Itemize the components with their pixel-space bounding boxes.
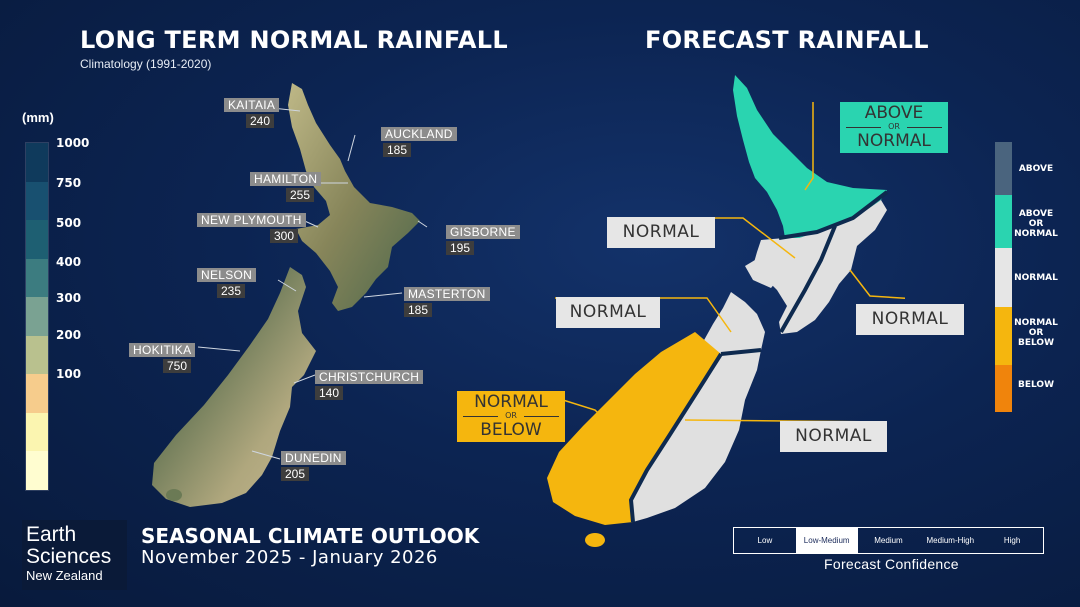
- city-name: KAITAIA: [224, 98, 280, 112]
- forecast-confidence-caption: Forecast Confidence: [824, 556, 959, 572]
- city-label: DUNEDIN 205: [281, 449, 346, 481]
- scale-color-segment: [26, 181, 48, 220]
- scale-tick-label: 300: [56, 291, 82, 305]
- left-map-title: LONG TERM NORMAL RAINFALL: [80, 26, 508, 54]
- north-island-above-or-normal-region: [733, 75, 887, 238]
- scale-color-segment: [26, 374, 48, 413]
- outlook-period: November 2025 - January 2026: [141, 547, 438, 568]
- scale-color-segment: [26, 143, 48, 182]
- outlook-title: SEASONAL CLIMATE OUTLOOK: [141, 524, 480, 548]
- forecast-legend-swatch: [995, 142, 1012, 195]
- scale-tick-label: 200: [56, 328, 82, 342]
- rainfall-color-scale: [25, 142, 49, 491]
- south-island-east-normal-region: [631, 350, 761, 522]
- city-rainfall-value: 255: [286, 188, 315, 202]
- callout-above-or-normal: ABOVE OR NORMAL: [840, 102, 948, 153]
- city-label: MASTERTON 185: [404, 285, 490, 317]
- city-name: NEW PLYMOUTH: [197, 213, 306, 227]
- city-name: AUCKLAND: [381, 127, 457, 141]
- south-island-normal-or-below-region: [547, 332, 721, 525]
- north-island-normal-west-lobe: [745, 240, 781, 288]
- scale-tick-label: 1000: [56, 136, 90, 150]
- city-label: CHRISTCHURCH 140: [315, 368, 424, 400]
- city-label: GISBORNE 195: [446, 223, 520, 255]
- city-name: MASTERTON: [404, 287, 490, 301]
- callout-normal-west-north: NORMAL: [607, 217, 715, 248]
- confidence-level: Low: [757, 536, 773, 545]
- north-island-terrain: [288, 83, 420, 311]
- forecast-legend-label: NORMAL OR BELOW: [1014, 318, 1058, 348]
- forecast-legend-swatch: [995, 307, 1012, 365]
- city-rainfall-value: 140: [315, 386, 344, 400]
- forecast-legend-swatch: [995, 365, 1012, 412]
- callout-normal-east-north: NORMAL: [856, 304, 964, 335]
- city-label: NEW PLYMOUTH 300: [197, 211, 306, 243]
- south-north-boundary-line: [720, 348, 762, 356]
- city-rainfall-value: 185: [404, 303, 433, 317]
- forecast-legend-label: NORMAL: [1014, 273, 1058, 283]
- scale-tick-label: 500: [56, 216, 82, 230]
- city-label: KAITAIA 240: [224, 96, 280, 128]
- scale-color-segment: [26, 297, 48, 336]
- scale-tick-label: 750: [56, 176, 82, 190]
- city-rainfall-value: 205: [281, 467, 310, 481]
- scale-color-segment: [26, 451, 48, 490]
- south-divide-boundary-line: [628, 352, 723, 523]
- city-label: HOKITIKA 750: [129, 341, 196, 373]
- confidence-level: Medium-High: [926, 536, 975, 545]
- north-boundary-line: [778, 190, 889, 240]
- scale-color-segment: [26, 335, 48, 374]
- forecast-legend-label: BELOW: [1018, 380, 1054, 390]
- city-name: HOKITIKA: [129, 343, 196, 357]
- stewart-island: [585, 533, 605, 547]
- earth-sciences-logo: Earth Sciences New Zealand: [22, 520, 127, 590]
- south-island-terrain: [152, 267, 316, 507]
- right-map-title: FORECAST RAINFALL: [645, 26, 929, 54]
- forecast-legend-swatch: [995, 195, 1012, 248]
- city-rainfall-value: 195: [446, 241, 475, 255]
- city-name: DUNEDIN: [281, 451, 346, 465]
- forecast-legend-label: ABOVE: [1018, 164, 1054, 174]
- logo-line2: Sciences: [26, 545, 112, 568]
- city-rainfall-value: 235: [217, 284, 246, 298]
- left-map-subtitle: Climatology (1991-2020): [80, 57, 212, 71]
- north-island-normal-region: [753, 200, 887, 334]
- city-rainfall-value: 185: [383, 143, 412, 157]
- city-rainfall-value: 750: [163, 359, 192, 373]
- city-label: AUCKLAND 185: [381, 125, 457, 157]
- scale-tick-label: 400: [56, 255, 82, 269]
- confidence-level: Low-Medium: [795, 528, 858, 553]
- callout-normal-east-south: NORMAL: [780, 421, 887, 452]
- scale-color-segment: [26, 258, 48, 297]
- city-rainfall-value: 240: [246, 114, 275, 128]
- forecast-rainfall-map: [547, 75, 905, 547]
- normal-rainfall-map: [152, 83, 428, 507]
- city-label: NELSON 235: [197, 266, 257, 298]
- scale-unit: (mm): [22, 110, 54, 125]
- city-label: HAMILTON 255: [250, 170, 322, 202]
- callout-normal-or-below: NORMAL OR BELOW: [457, 391, 565, 442]
- city-name: HAMILTON: [250, 172, 322, 186]
- scale-color-segment: [26, 412, 48, 451]
- south-island-north-normal-region: [703, 292, 765, 354]
- confidence-level: High: [1003, 536, 1021, 545]
- scale-color-segment: [26, 220, 48, 259]
- city-name: CHRISTCHURCH: [315, 370, 424, 384]
- city-name: NELSON: [197, 268, 257, 282]
- city-name: GISBORNE: [446, 225, 520, 239]
- callout-normal-north-south: NORMAL: [556, 297, 660, 328]
- confidence-level: Medium: [874, 536, 903, 545]
- north-east-boundary-line: [779, 225, 837, 333]
- city-rainfall-value: 300: [270, 229, 299, 243]
- scale-tick-label: 100: [56, 367, 82, 381]
- logo-line1: Earth: [26, 523, 77, 546]
- forecast-legend-label: ABOVE OR NORMAL: [1014, 209, 1058, 239]
- stewart-island-terrain: [166, 489, 182, 501]
- logo-line3: New Zealand: [26, 568, 103, 583]
- forecast-confidence-scale: Low Low-Medium Medium Medium-High High: [733, 527, 1044, 554]
- forecast-legend-swatch: [995, 248, 1012, 307]
